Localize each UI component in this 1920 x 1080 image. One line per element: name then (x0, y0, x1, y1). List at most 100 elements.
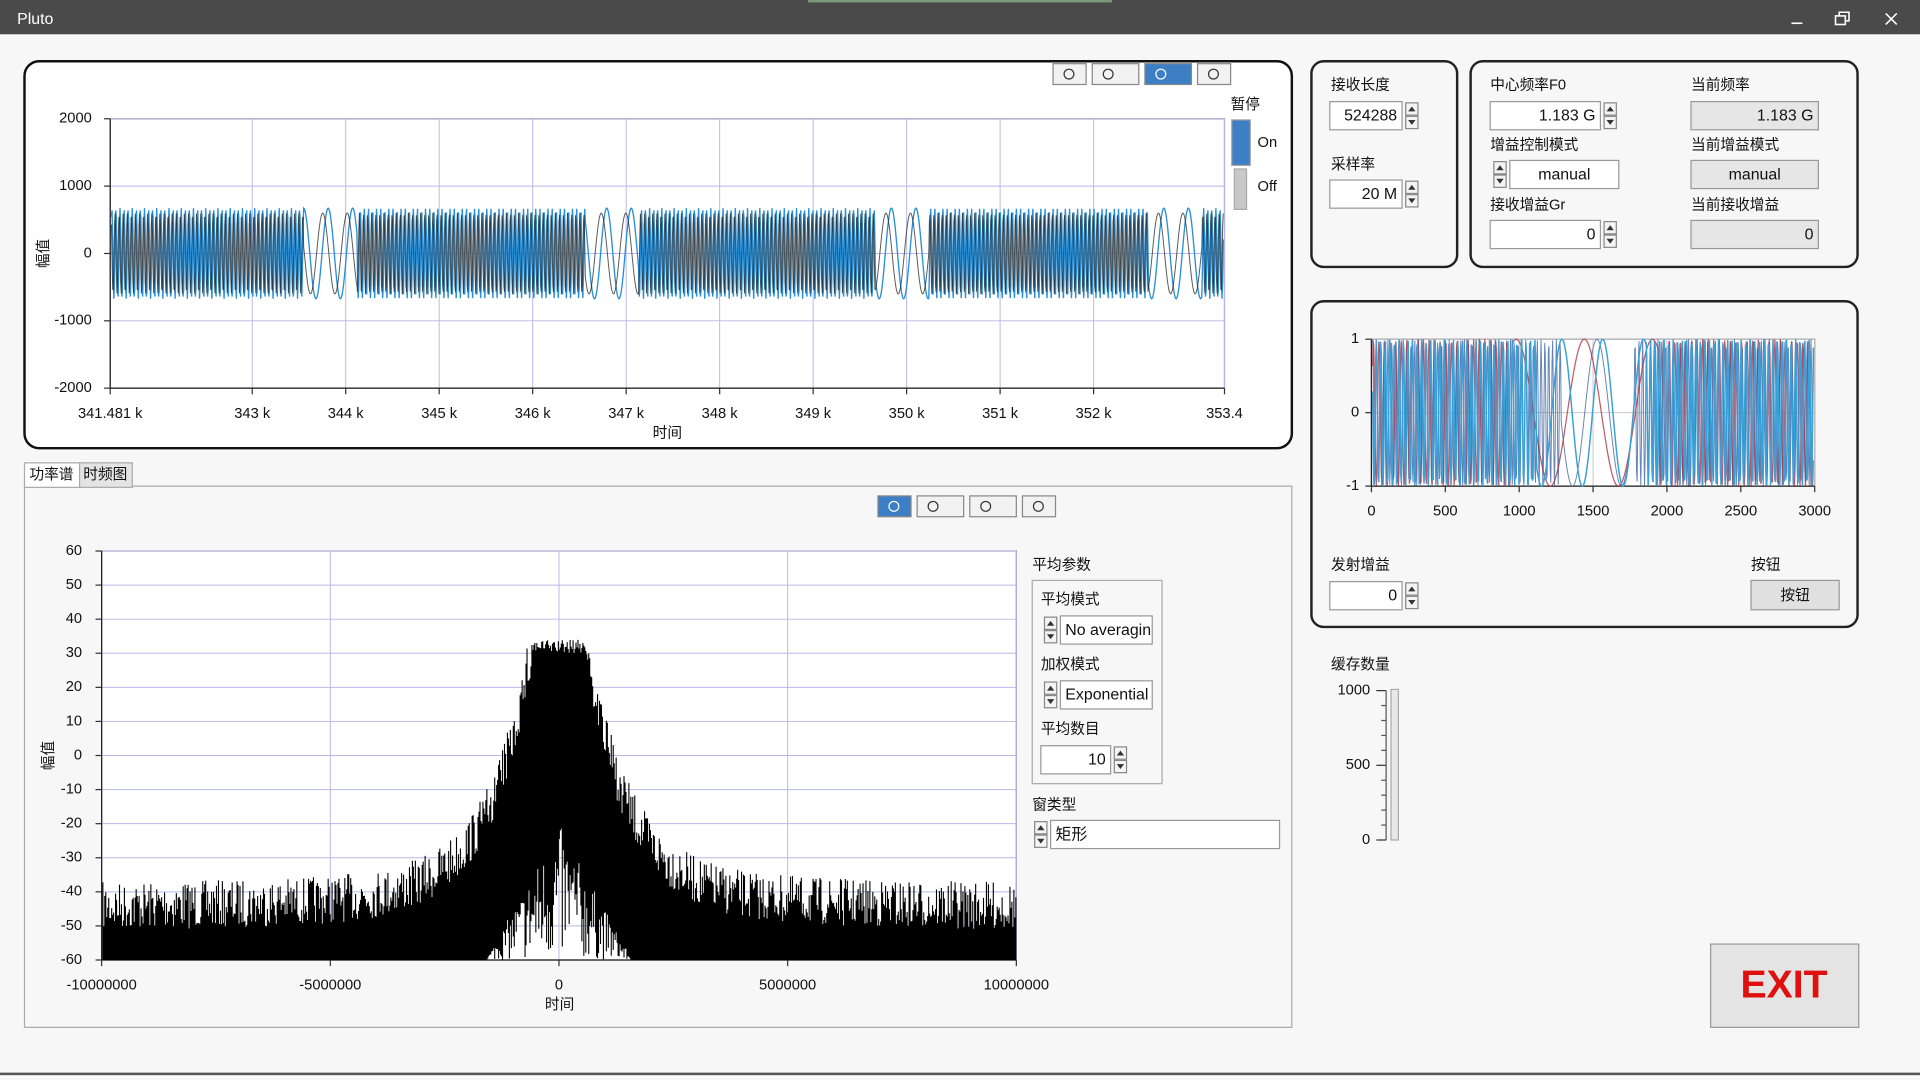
spin-icon (1408, 600, 1416, 605)
tool-button[interactable] (969, 495, 1017, 518)
y-tick-label: -30 (61, 850, 82, 866)
field[interactable] (1059, 680, 1153, 710)
x-tick-label: 344 k (328, 406, 365, 422)
x-tick-label: 3000 (1798, 504, 1831, 520)
slider-track[interactable] (1390, 688, 1399, 841)
field-value: 矩形 (1056, 825, 1088, 843)
y-tick-label: 50 (66, 577, 82, 593)
restore-back (1838, 11, 1850, 22)
spin-icon (1408, 120, 1416, 125)
field-value: 1.183 G (1539, 108, 1596, 125)
field[interactable] (1509, 159, 1620, 190)
y-tick-label: 2000 (59, 111, 92, 127)
y-tick-label: 40 (66, 611, 82, 627)
y-tick-label: -10 (61, 781, 82, 797)
y-tick-label: 0 (84, 245, 92, 261)
label: 窗类型 (1032, 796, 1076, 814)
y-tick-label: -1 (1346, 478, 1359, 494)
tool-button[interactable] (916, 495, 965, 518)
button[interactable] (1750, 579, 1840, 611)
title-bar (0, 0, 1920, 35)
x-tick-label: -10000000 (67, 978, 137, 994)
close[interactable] (1885, 12, 1898, 26)
x-tick-label: 351 k (982, 406, 1019, 422)
label: 加权模式 (1041, 656, 1100, 673)
spin-icon (1037, 825, 1045, 831)
x-axis-label: 时间 (545, 996, 574, 1013)
field-value: manual (1729, 166, 1781, 183)
y-tick-label: 10 (66, 713, 82, 729)
window-controls[interactable] (1791, 11, 1898, 26)
x-tick-label: 348 k (702, 406, 739, 422)
tool-icon (1155, 68, 1167, 80)
tool-button[interactable] (1021, 495, 1057, 518)
y-tick-label: 30 (66, 645, 82, 661)
tool-button[interactable] (1091, 63, 1140, 86)
scale-label: 500 (1346, 757, 1371, 773)
x-tick-label: 347 k (608, 406, 645, 422)
x-tick-label: 352 k (1076, 406, 1113, 422)
spin-icon (1496, 165, 1504, 171)
field[interactable] (1489, 101, 1602, 131)
x-tick-label: 10000000 (984, 978, 1049, 994)
spin-icon (1606, 225, 1614, 231)
x-axis-label: 时间 (653, 424, 682, 441)
tool-icon (1102, 68, 1114, 80)
waveform (1371, 338, 1815, 487)
spin-icon (1408, 184, 1416, 190)
field[interactable] (1050, 819, 1281, 850)
spin-icon (1408, 586, 1416, 592)
title-accent (808, 0, 1112, 3)
tool-icon (1207, 68, 1219, 80)
tab[interactable] (78, 462, 133, 488)
field[interactable] (1329, 581, 1403, 611)
x-tick-label: 1000 (1503, 504, 1536, 520)
spin-icon (1046, 620, 1055, 626)
x-tick-label: 0 (555, 978, 563, 994)
spin-icon (1606, 120, 1614, 125)
spectrum-trace (102, 639, 1017, 960)
y-tick-label: -20 (61, 816, 82, 832)
x-tick-label: 350 k (889, 406, 926, 422)
y-axis-label: 幅值 (40, 741, 57, 771)
tool-button[interactable] (1052, 63, 1087, 86)
tool-button[interactable] (877, 495, 912, 518)
scale-label: 0 (1362, 832, 1370, 848)
toggle-off[interactable] (1233, 168, 1248, 210)
label: 平均模式 (1041, 591, 1100, 608)
toggle-label: Off (1258, 179, 1278, 195)
label: 增益控制模式 (1490, 137, 1578, 154)
button-label[interactable]: 按钮 (1780, 587, 1810, 604)
field-value: Exponential (1065, 687, 1148, 704)
x-tick-label: 343 k (234, 406, 271, 422)
x-tick-label: 2000 (1651, 504, 1684, 520)
tool-button[interactable] (1144, 63, 1193, 86)
x-tick-label: 345 k (421, 406, 458, 422)
field[interactable] (1059, 615, 1153, 645)
field[interactable] (1329, 179, 1403, 209)
label: 中心频率F0 (1490, 77, 1566, 94)
exit-button[interactable] (1710, 943, 1860, 1028)
group-label: 平均参数 (1032, 557, 1091, 574)
waveform (110, 212, 1224, 295)
y-tick-label: 1000 (59, 178, 92, 194)
field[interactable] (1040, 745, 1112, 775)
field (1690, 101, 1819, 131)
field[interactable] (1489, 219, 1602, 250)
spin-icon (1116, 764, 1125, 769)
label: 采样率 (1331, 156, 1375, 173)
x-tick-label: 353.4 (1206, 406, 1243, 422)
x-tick-label: 5000000 (759, 978, 816, 994)
x-tick-label: 500 (1433, 504, 1458, 520)
field-value: 0 (1388, 588, 1397, 605)
y-tick-label: -50 (61, 918, 82, 934)
tab[interactable] (23, 462, 81, 488)
y-tick-label: 0 (1351, 405, 1359, 421)
field-value: 20 M (1362, 186, 1397, 203)
toggle-on[interactable] (1231, 119, 1251, 166)
tool-button[interactable] (1196, 63, 1232, 86)
spin-icon (1037, 838, 1045, 844)
exit-label[interactable]: EXIT (1741, 963, 1828, 1006)
y-tick-label: 20 (66, 679, 82, 695)
field[interactable] (1329, 101, 1403, 131)
